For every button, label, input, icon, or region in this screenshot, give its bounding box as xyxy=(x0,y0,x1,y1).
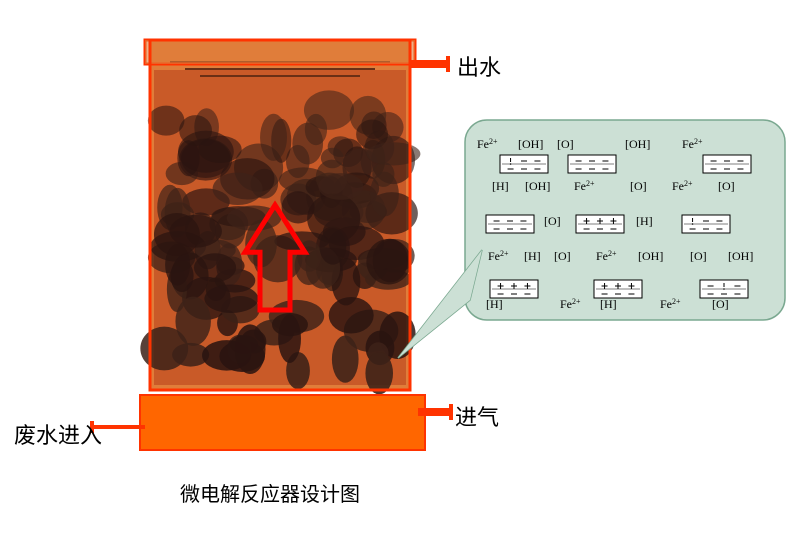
species-label: [OH] xyxy=(625,137,650,151)
species-label: [OH] xyxy=(525,179,550,193)
species-label: [H] xyxy=(492,179,509,193)
inlet-gas-pipe xyxy=(418,408,453,416)
species-label: [OH] xyxy=(638,249,663,263)
pebbles xyxy=(140,90,420,394)
species-label: [H] xyxy=(524,249,541,263)
species-label: [O] xyxy=(712,297,729,311)
diagram-canvas: Fe2+[OH][O][OH]Fe2+[H][OH]Fe2+[O]Fe2+[O]… xyxy=(0,0,800,533)
species-label: [H] xyxy=(600,297,617,311)
label-inlet-gas: 进气 xyxy=(455,400,499,432)
species-label: [OH] xyxy=(728,249,753,263)
label-outlet: 出水 xyxy=(457,50,501,82)
bottom-chamber xyxy=(140,395,425,450)
species-label: [O] xyxy=(544,214,561,228)
species-label: [H] xyxy=(636,214,653,228)
species-label: [O] xyxy=(630,179,647,193)
species-label: [O] xyxy=(554,249,571,263)
species-label: [O] xyxy=(557,137,574,151)
species-label: [OH] xyxy=(518,137,543,151)
species-label: [O] xyxy=(718,179,735,193)
outlet-pipe xyxy=(410,60,450,68)
caption: 微电解反应器设计图 xyxy=(180,478,360,507)
species-label: [H] xyxy=(486,297,503,311)
label-inlet-water: 废水进入 xyxy=(14,418,102,450)
species-label: [O] xyxy=(690,249,707,263)
